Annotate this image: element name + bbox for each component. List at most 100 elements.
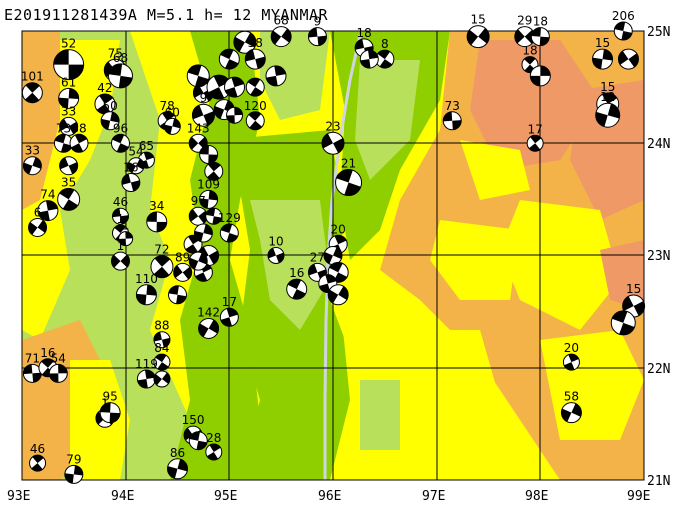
event-depth-label: 35 [61, 175, 76, 189]
beachball [21, 82, 43, 104]
event-depth-label: 17 [222, 295, 237, 309]
event-depth-label: 119 [135, 357, 158, 371]
event-depth-label: 17 [528, 122, 543, 136]
beachball [323, 246, 343, 265]
beachball [191, 103, 215, 127]
beachball [224, 76, 246, 98]
beachball [321, 131, 345, 155]
event-depth-label: 54 [128, 145, 143, 159]
beachball [110, 251, 130, 271]
latitude-labels: 25N 24N 23N 22N 21N [647, 25, 670, 489]
event-depth-label: 74 [40, 188, 55, 202]
beachball [359, 49, 379, 69]
event-depth-label: 86 [170, 446, 185, 460]
event-depth-label: 10 [268, 235, 283, 249]
beachball [219, 223, 239, 243]
beachball [286, 278, 308, 300]
beachball [188, 431, 208, 451]
event-depth-label: 38 [71, 121, 86, 135]
event-depth-label: 46 [30, 442, 45, 456]
event-depth-label: 21 [341, 157, 356, 171]
beachball [28, 217, 48, 237]
event-depth-label: 89 [175, 250, 190, 264]
lat-label: 23N [647, 249, 670, 264]
beachball [100, 111, 120, 131]
beachball [307, 27, 327, 47]
beachball [562, 353, 580, 371]
beachball [205, 443, 223, 461]
beachball [226, 106, 244, 124]
event-depth-label: 6 [34, 205, 42, 219]
beachball [107, 63, 133, 89]
beachball [127, 157, 145, 175]
event-depth-label: 16 [289, 266, 304, 280]
event-depth-label: 68 [274, 14, 289, 28]
event-depth-label: 33 [61, 104, 76, 118]
beachball [121, 173, 141, 193]
lat-label: 24N [647, 137, 670, 152]
event-depth-label: 15 [626, 282, 641, 296]
beachball [58, 87, 80, 109]
event-depth-label: 12 [600, 90, 615, 104]
beachball [136, 369, 156, 389]
beachball [110, 133, 130, 153]
beachball [205, 207, 223, 225]
beachball [59, 156, 79, 176]
event-depth-label: 15 [600, 80, 615, 94]
event-depth-label: 96 [113, 121, 128, 135]
beachball [442, 111, 462, 131]
beachball [22, 363, 42, 383]
map-title: E201911281439A M=5.1 h= 12 MYANMAR [4, 6, 329, 24]
event-depth-label: 71 [25, 351, 40, 365]
event-depth-label: 95 [102, 390, 117, 404]
event-depth-label: 15 [470, 13, 485, 27]
beachball [135, 284, 157, 306]
event-depth-label: 18 [533, 15, 548, 29]
beachball [592, 48, 614, 70]
event-depth-label: 46 [113, 195, 128, 209]
event-depth-label: 20 [564, 341, 579, 355]
event-depth-label: 18 [522, 44, 537, 58]
event-depth-label: 206 [612, 9, 635, 23]
beachball [595, 102, 621, 128]
event-depth-label: 8 [381, 37, 389, 51]
event-depth-label: 28 [206, 431, 221, 445]
beachball [267, 247, 285, 264]
beachball [204, 161, 224, 181]
beachball [526, 134, 544, 152]
beachball [265, 65, 287, 87]
event-depth-label: 9 [200, 91, 208, 105]
event-depth-label: 60 [165, 105, 180, 119]
event-depth-label: 33 [25, 144, 40, 158]
beachball [529, 65, 551, 87]
beachball [245, 77, 265, 97]
longitude-labels: 93E 94E 95E 96E 97E 98E 99E [7, 489, 650, 504]
beachball [270, 26, 292, 48]
event-depth-label: 52 [61, 37, 76, 51]
event-depth-label: 54 [51, 351, 66, 365]
event-depth-label: 79 [66, 452, 81, 466]
beachball [57, 187, 81, 211]
event-depth-label: 1 [122, 219, 130, 233]
beachball [188, 251, 208, 271]
event-depth-label: 61 [61, 75, 76, 89]
event-depth-label: 15 [595, 36, 610, 50]
beachball [150, 255, 174, 279]
lon-label: 95E [214, 489, 237, 504]
beachball [163, 117, 181, 135]
event-depth-label: 29 [517, 14, 532, 28]
event-depth-label: 50 [102, 99, 117, 113]
lon-label: 97E [422, 489, 445, 504]
beachball [245, 111, 265, 131]
event-depth-label: 84 [154, 341, 169, 355]
beachball [99, 402, 121, 424]
beachball [153, 370, 171, 388]
beachball [188, 206, 208, 226]
beachball [168, 285, 187, 305]
event-depth-label: 16 [123, 161, 138, 175]
lon-label: 94E [111, 489, 134, 504]
event-depth-label: 110 [135, 272, 158, 286]
event-depth-label: 1 [117, 239, 125, 253]
